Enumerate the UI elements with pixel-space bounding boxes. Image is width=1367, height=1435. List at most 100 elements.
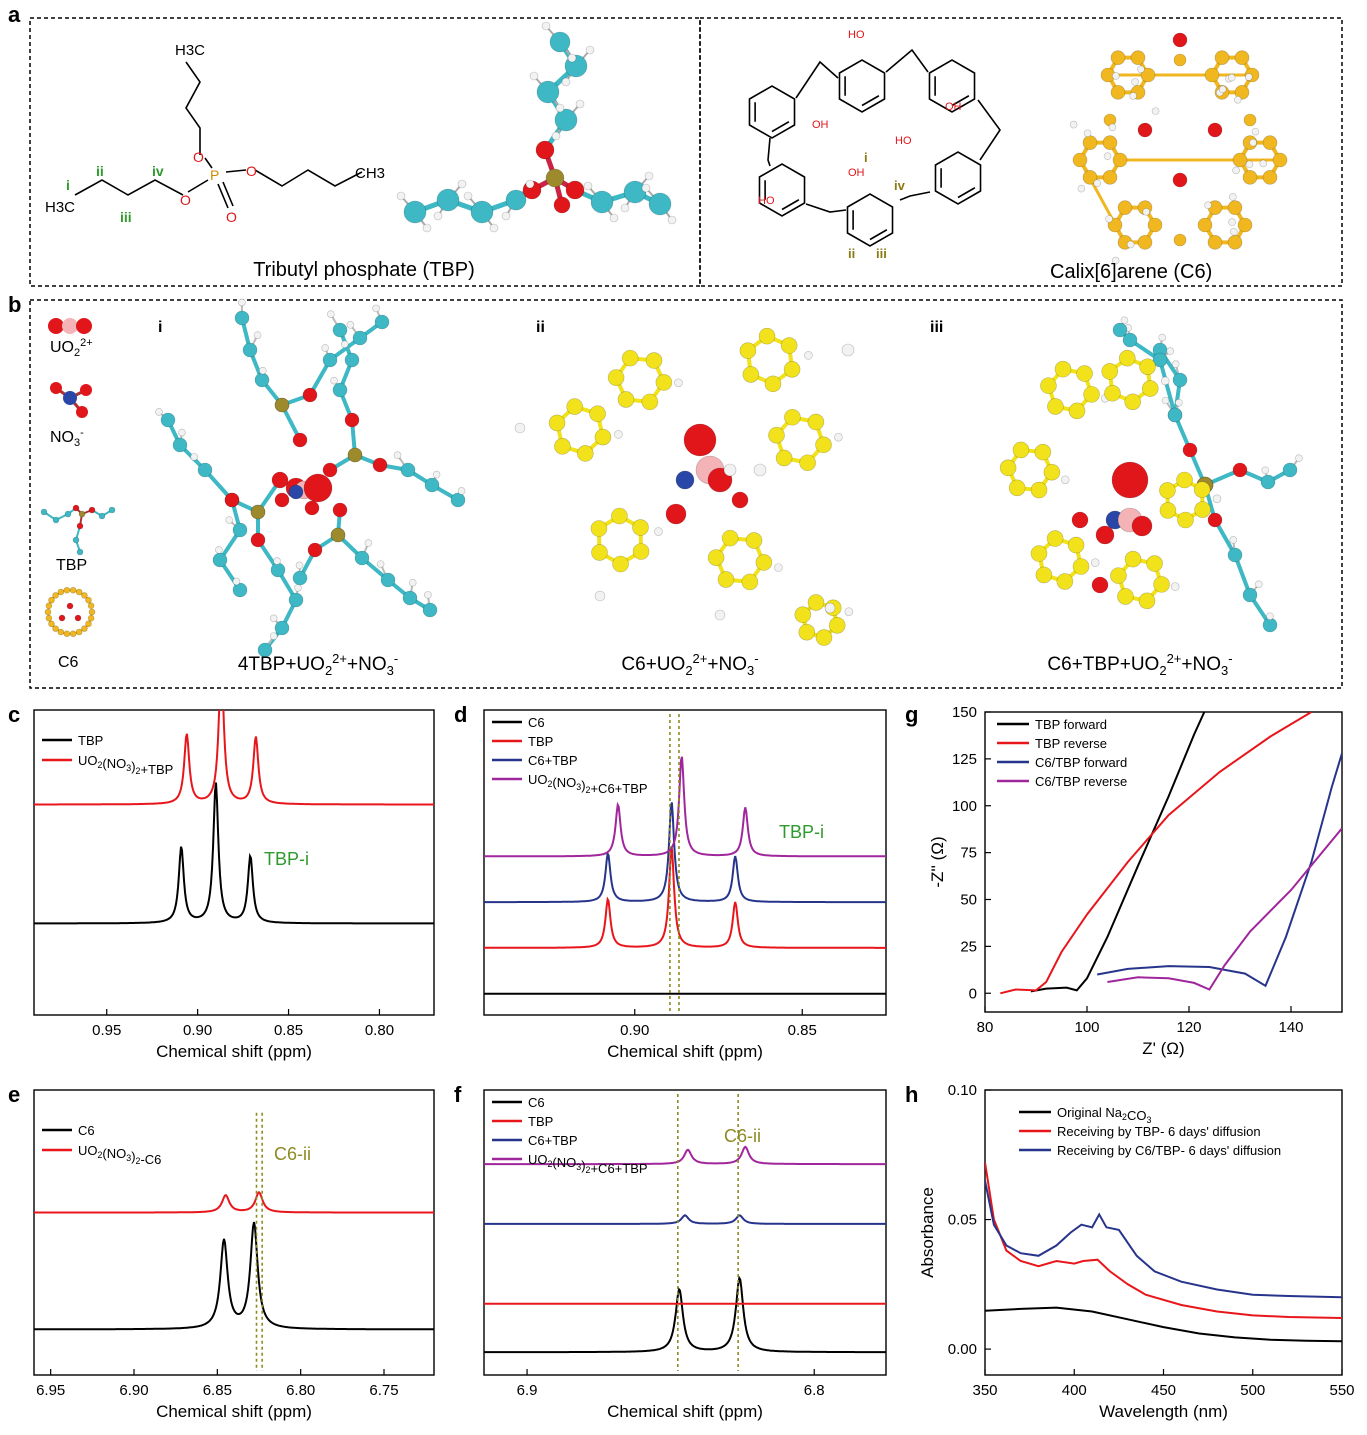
tbp-model-atom [529,71,539,81]
c6-model-atom [1237,217,1253,233]
c6-mini-atom [81,592,88,599]
x-tick-label: 6.90 [119,1382,148,1399]
c6-ring [748,85,796,139]
c6-mini-atom [85,620,92,628]
complex-ii-atom [775,449,793,467]
c6-model-atom [1108,123,1117,132]
complex-iii-atom [1104,384,1121,402]
complex-iii-atom [1152,352,1168,368]
complex-c6-tbp-model [999,316,1303,633]
tbp-model-atom [525,179,535,189]
complex-iii-atom [1111,461,1149,499]
c6-mini-atom [74,614,82,622]
complex-i-atom [393,451,402,460]
c6-model-atom [1112,152,1128,168]
complex-ii-atom [590,520,608,537]
complex-i-atom [344,352,360,368]
tbp-model-atom [489,223,499,233]
complex-i-atom [172,437,188,453]
complex-i-atom [225,516,233,524]
c6-model-atom [1227,73,1236,82]
complex-ii-atom [745,532,763,549]
tbp-model-atom [565,180,585,200]
tbp-model-atom [433,211,443,221]
complex-iii-atom [1040,377,1057,394]
complex-i-atom [380,572,396,588]
complex-iii-atom [1227,547,1243,563]
legend-label: C6/TBP reverse [1035,774,1127,789]
c6-model-atom [1103,152,1112,161]
complex-iii-atom [1008,479,1026,497]
complex-iii-atom [1054,360,1072,378]
complex-ii-atom [654,527,663,536]
complex-i-atom [322,462,338,478]
complex-i-atom [408,578,417,587]
complex-ii-atom [591,544,608,561]
panel-letter-a: a [8,2,21,27]
series-line-tbp [34,782,434,925]
complex-i-atom [304,500,320,516]
c6-model-atom [1117,200,1133,215]
tbp-model-atom [457,179,467,189]
complex-iii-atom [1232,462,1248,478]
c6-methylene-bridge [885,48,929,73]
panel-letter-f: f [454,1082,462,1107]
c6-model-atom [1093,179,1102,187]
complex-iii-atom [1161,396,1170,405]
panel-letter-h: h [905,1082,918,1107]
tbp-mini-atom [108,506,116,514]
complex-i-atom [330,376,338,385]
complex-iii-atom [1159,502,1177,519]
complex-iii-atom [1090,558,1100,568]
c6-legend-label: C6 [58,654,79,671]
series-line-c6 [484,1275,886,1354]
complex-ii-atom [632,519,649,536]
complex-ii-atom [834,432,843,442]
tbp-model-atom [667,215,677,225]
plot-frame-e [33,1089,435,1376]
complex-ii-atom [780,337,798,354]
x-tick-label: 80 [977,1019,994,1036]
complex-ii-atom [807,594,825,611]
complex-ii-atom [589,405,606,422]
y-tick-label: 0.05 [948,1212,977,1229]
c6-model-atom [1072,152,1088,168]
x-tick-label: 0.90 [183,1022,212,1039]
uo2-legend-icon [48,318,92,334]
c6-mini-atom [87,614,95,622]
complex-ii-atom [794,606,812,623]
complex-i-atom [269,614,278,623]
tbp-model-atom [549,31,571,53]
tbp-model-atom [585,45,595,55]
legend-label: C6 [528,715,545,730]
complex-i-atom [424,477,440,493]
c6-model-atom [1228,218,1236,226]
complex-iii-atom [1095,525,1115,545]
complex-iii-atom [1166,347,1175,355]
complex-i-atom [288,484,304,500]
c6-mini-atom [75,628,83,636]
tbp-mini-atom [40,508,48,516]
complex-iii-atom [1035,566,1053,584]
complex-4tbp-model [155,298,466,658]
x-tick-label: 100 [1074,1019,1099,1036]
complex-i-atom [352,330,368,346]
tbp-model-atom [403,200,427,224]
c6-ring-double [861,95,880,107]
complex-iii-atom [1171,360,1180,369]
c6-model-atom [1140,67,1156,83]
complex-i-atom [432,470,441,479]
c6-model-atom [1110,50,1126,65]
complex-ii-atom [655,374,673,391]
y-tick-label: 0.10 [948,1082,977,1099]
tbp-mini-atom [88,506,96,514]
complex-i-atom [364,539,373,547]
tbp-model-atom [536,80,560,104]
complex-i-atom [372,304,380,313]
complex-iii-atom [1060,475,1070,485]
c6-mini-atom [69,586,77,594]
complex-iii-atom [1193,481,1211,498]
tbp-model-atom [505,189,527,211]
tbp-model-atom [567,53,577,63]
complex-iii-atom [1071,511,1089,529]
